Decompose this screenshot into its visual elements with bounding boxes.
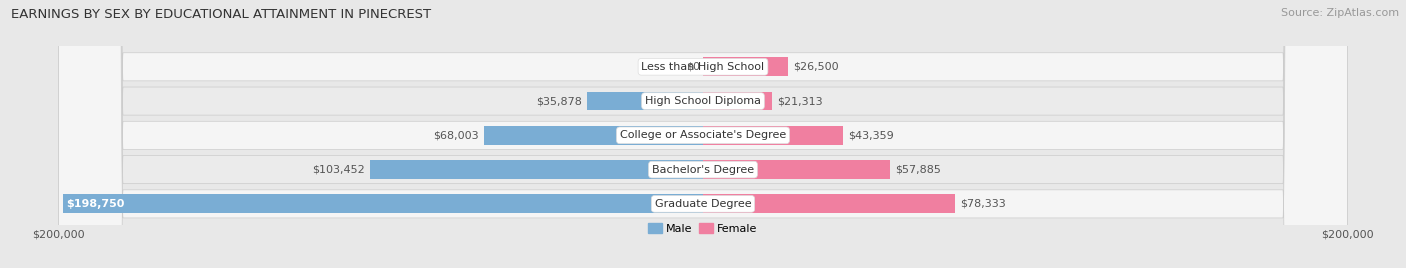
Text: EARNINGS BY SEX BY EDUCATIONAL ATTAINMENT IN PINECREST: EARNINGS BY SEX BY EDUCATIONAL ATTAINMEN… (11, 8, 432, 21)
Bar (703, 160, 890, 179)
Text: $0: $0 (686, 62, 700, 72)
FancyBboxPatch shape (59, 0, 1347, 268)
FancyBboxPatch shape (59, 0, 1347, 268)
Bar (588, 92, 703, 110)
Bar (370, 160, 703, 179)
Text: College or Associate's Degree: College or Associate's Degree (620, 130, 786, 140)
Text: $21,313: $21,313 (778, 96, 823, 106)
Legend: Male, Female: Male, Female (648, 223, 758, 234)
Text: $68,003: $68,003 (433, 130, 478, 140)
FancyBboxPatch shape (59, 0, 1347, 268)
FancyBboxPatch shape (59, 0, 1347, 268)
Text: $35,878: $35,878 (536, 96, 582, 106)
Text: $78,333: $78,333 (960, 199, 1007, 209)
Text: Less than High School: Less than High School (641, 62, 765, 72)
Bar (63, 195, 703, 213)
Text: Graduate Degree: Graduate Degree (655, 199, 751, 209)
Text: $103,452: $103,452 (312, 165, 364, 175)
Text: High School Diploma: High School Diploma (645, 96, 761, 106)
Text: $26,500: $26,500 (793, 62, 839, 72)
Text: Bachelor's Degree: Bachelor's Degree (652, 165, 754, 175)
Text: $57,885: $57,885 (894, 165, 941, 175)
Text: Source: ZipAtlas.com: Source: ZipAtlas.com (1281, 8, 1399, 18)
Text: $198,750: $198,750 (66, 199, 124, 209)
Bar (703, 92, 772, 110)
FancyBboxPatch shape (59, 0, 1347, 268)
Bar (703, 195, 956, 213)
Bar (703, 57, 789, 76)
Text: $43,359: $43,359 (848, 130, 894, 140)
Bar (484, 126, 703, 145)
Bar (703, 126, 842, 145)
